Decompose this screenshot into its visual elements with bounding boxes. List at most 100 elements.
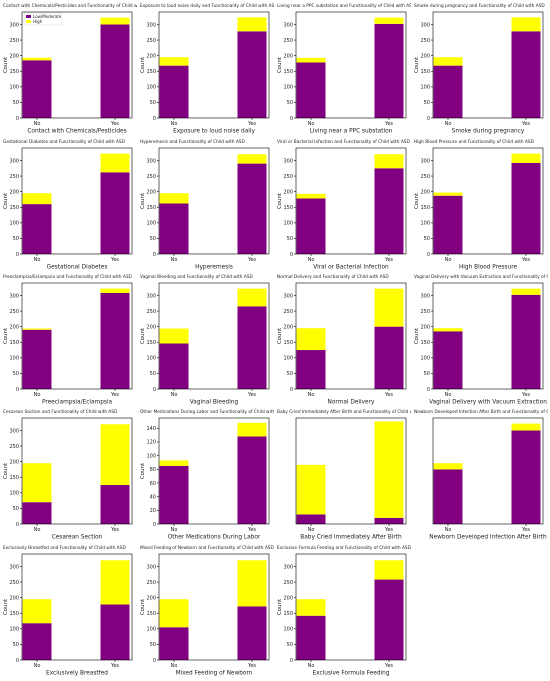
y-tick-label: 0	[427, 252, 430, 258]
x-tick-label: Yes	[247, 121, 256, 127]
chart-title: Vaginal Delivery with Vacuum Extraction …	[414, 274, 548, 280]
y-tick-label: 200	[283, 53, 293, 59]
chart-svg: Smoke during pregnancy and Functionality…	[414, 3, 545, 135]
y-tick-label: 200	[146, 324, 156, 330]
bar-low-moderate	[296, 198, 326, 254]
x-axis-label: High Blood Pressure	[459, 265, 518, 271]
y-tick-label: 250	[146, 174, 156, 180]
chart-panel: Baby Cried Immediately After Birth and F…	[274, 406, 430, 541]
chart-title: Exclusive Formula Feeding and Functional…	[277, 545, 411, 551]
bar-low-moderate	[22, 60, 52, 118]
x-tick-label: No	[308, 257, 315, 263]
x-axis-label: Exclusive Formula Feeding	[312, 671, 389, 677]
y-axis-label: Count	[140, 192, 146, 209]
y-tick-label: 250	[283, 580, 293, 586]
chart-panel: Vaginal Bleeding and Functionality of Ch…	[137, 271, 274, 406]
bar-high	[100, 424, 130, 486]
y-tick-label: 200	[9, 324, 19, 330]
bar-low-moderate	[374, 326, 404, 389]
y-axis-label: Count	[277, 598, 283, 615]
y-tick-label: 300	[283, 293, 293, 299]
plot-frame	[158, 11, 270, 119]
legend-swatch-low	[26, 15, 31, 18]
y-tick-label: 150	[283, 611, 293, 617]
chart-panel: Mixed Feeding of Newborn and Functionali…	[137, 542, 275, 677]
y-tick-label: 200	[9, 189, 19, 195]
x-tick-label: Yes	[521, 392, 530, 398]
y-axis-label: Count	[414, 327, 420, 344]
y-tick-label: 100	[283, 356, 293, 362]
plot-frame	[432, 147, 544, 255]
y-axis-label: Count	[277, 327, 283, 344]
bar-high	[22, 599, 52, 624]
y-tick-label: 50	[13, 506, 19, 512]
y-tick-label: 300	[420, 158, 430, 164]
x-tick-label: No	[34, 392, 41, 398]
y-tick-label: 200	[283, 189, 293, 195]
x-axis-label: Cesarean Section	[52, 535, 103, 541]
y-tick-label: 0	[16, 522, 19, 528]
bar-high	[237, 422, 267, 437]
bar-high	[237, 288, 267, 307]
y-tick-label: 250	[420, 38, 430, 44]
chart-panel: Newborn Developed Infection After Birth …	[411, 406, 550, 541]
y-axis-label: Count	[3, 56, 9, 73]
bar-low-moderate	[374, 23, 404, 118]
y-tick-label: 300	[146, 293, 156, 299]
bar-high	[433, 463, 463, 470]
x-tick-label: No	[445, 527, 452, 533]
bar-high	[22, 463, 52, 503]
y-tick-label: 50	[13, 100, 19, 106]
x-tick-label: No	[308, 663, 315, 669]
bar-low-moderate	[100, 172, 130, 254]
bar-high	[511, 288, 541, 295]
legend-swatch-high	[26, 20, 31, 23]
x-axis-label: Living near a PPC substation	[310, 129, 393, 135]
x-tick-label: Yes	[521, 257, 530, 263]
y-tick-label: 0	[290, 658, 293, 664]
y-tick-label: 200	[146, 189, 156, 195]
bar-low-moderate	[296, 350, 326, 389]
chart-panel: Viral or Bacterial Infection and Functio…	[274, 136, 411, 271]
y-tick-label: 300	[9, 293, 19, 299]
y-axis-label: Count	[140, 462, 146, 479]
x-tick-label: No	[34, 257, 41, 263]
bar-low-moderate	[296, 615, 326, 660]
plot-frame	[21, 282, 133, 390]
chart-svg: Vaginal Bleeding and Functionality of Ch…	[140, 274, 270, 406]
chart-panel: Gestational Diabetes and Functionality o…	[0, 136, 137, 271]
x-tick-label: Yes	[521, 527, 530, 533]
y-tick-label: 100	[283, 627, 293, 633]
chart-svg: Mixed Feeding of Newborn and Functionali…	[140, 545, 275, 677]
x-axis-label: Gestational Diabetes	[47, 265, 108, 271]
plot-frame	[432, 282, 544, 390]
bar-high	[100, 17, 130, 25]
y-tick-label: 50	[13, 642, 19, 648]
x-axis-label: Smoke during pregnancy	[452, 129, 525, 135]
bar-low-moderate	[296, 62, 326, 118]
y-tick-label: 50	[424, 371, 430, 377]
y-tick-label: 100	[146, 356, 156, 362]
chart-title: Preeclampsia/Eclampsia and Functionality…	[3, 274, 133, 280]
bar-low-moderate	[237, 306, 267, 389]
y-tick-label: 50	[287, 642, 293, 648]
y-axis-label: Count	[140, 598, 146, 615]
bar-low-moderate	[433, 65, 463, 118]
y-tick-label: 0	[153, 658, 156, 664]
plot-frame	[21, 417, 133, 525]
y-tick-label: 0	[290, 387, 293, 393]
plot-frame	[432, 417, 544, 525]
y-axis-label: Count	[3, 462, 9, 479]
chart-panel: Exclusive Formula Feeding and Functional…	[274, 542, 412, 677]
x-tick-label: Yes	[247, 663, 256, 669]
y-axis-label: Count	[414, 192, 420, 209]
y-tick-label: 250	[9, 38, 19, 44]
chart-svg: Vaginal Delivery with Vacuum Extraction …	[414, 274, 550, 406]
plot-frame	[158, 553, 270, 661]
chart-title: Mixed Feeding of Newborn and Functionali…	[140, 545, 274, 551]
x-tick-label: No	[34, 527, 41, 533]
bar-high	[159, 193, 189, 204]
y-tick-label: 300	[146, 564, 156, 570]
